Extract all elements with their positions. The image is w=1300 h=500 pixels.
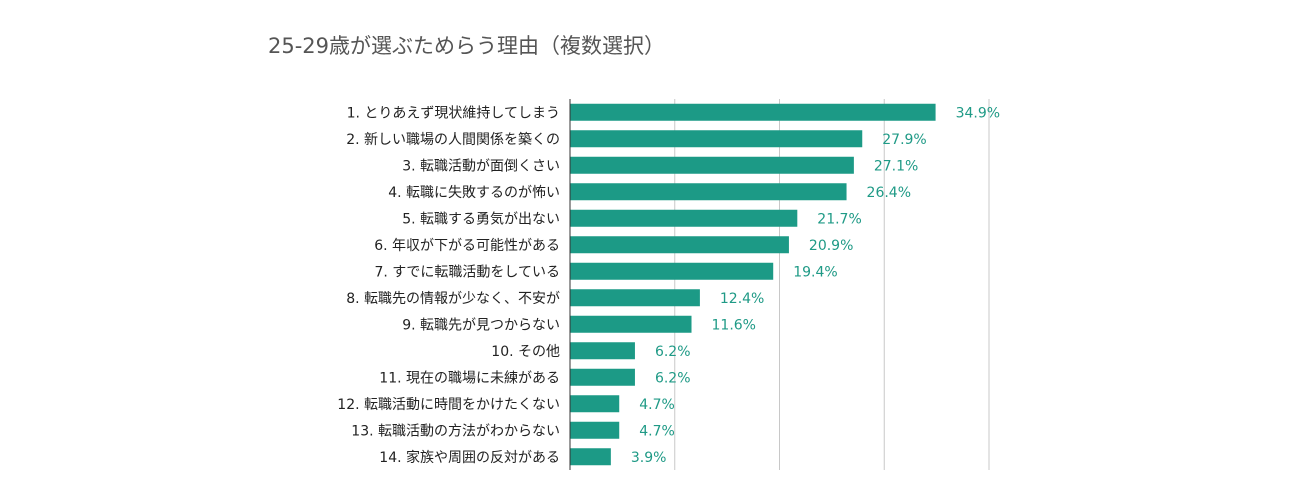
data-label: 4.7% bbox=[639, 397, 675, 413]
category-label: 6. 年収が下がる可能性がある bbox=[374, 238, 560, 254]
data-label: 11.6% bbox=[712, 317, 756, 333]
data-label: 27.9% bbox=[882, 132, 926, 148]
bar bbox=[570, 130, 863, 148]
value-labels: 34.9% 27.9% 27.1% 26.4% 21.7% 20.9% 19.4% 12.4%… bbox=[631, 105, 1000, 466]
bar bbox=[570, 156, 854, 174]
bar bbox=[570, 395, 620, 413]
category-labels: 1. とりあえず現状維持してしまう 2. 新しい職場の人間関係を築くの 3. 転職活… bbox=[337, 105, 560, 466]
bar bbox=[570, 236, 789, 254]
category-label: 8. 転職先の情報が少なく、不安が bbox=[346, 291, 560, 307]
bar bbox=[570, 289, 700, 307]
bar bbox=[570, 421, 620, 439]
data-label: 6.2% bbox=[655, 344, 691, 360]
bar bbox=[570, 315, 692, 333]
data-label: 4.7% bbox=[639, 423, 675, 439]
bars bbox=[570, 103, 936, 466]
bar bbox=[570, 103, 936, 121]
category-label: 9. 転職先が見つからない bbox=[402, 317, 560, 333]
data-label: 21.7% bbox=[817, 211, 861, 227]
category-label: 5. 転職する勇気が出ない bbox=[402, 211, 560, 227]
data-label: 34.9% bbox=[956, 105, 1000, 121]
category-label: 10. その他 bbox=[491, 344, 560, 360]
category-label: 2. 新しい職場の人間関係を築くの bbox=[346, 132, 560, 148]
data-label: 19.4% bbox=[793, 264, 837, 280]
bar bbox=[570, 209, 798, 227]
category-label: 12. 転職活動に時間をかけたくない bbox=[337, 397, 560, 413]
bar bbox=[570, 448, 611, 466]
bar bbox=[570, 368, 635, 386]
category-label: 11. 現在の職場に未練がある bbox=[379, 370, 560, 386]
bar bbox=[570, 183, 847, 201]
category-label: 7. すでに転職活動をしている bbox=[374, 264, 560, 280]
chart-title: 25-29歳が選ぶためらう理由（複数選択） bbox=[268, 34, 665, 58]
data-label: 6.2% bbox=[655, 370, 691, 386]
category-label: 1. とりあえず現状維持してしまう bbox=[347, 105, 560, 121]
category-label: 4. 転職に失敗するのが怖い bbox=[388, 184, 560, 201]
data-label: 12.4% bbox=[720, 291, 764, 307]
data-label: 26.4% bbox=[867, 185, 911, 201]
data-label: 27.1% bbox=[874, 158, 918, 174]
gridlines bbox=[674, 99, 990, 470]
category-label: 3. 転職活動が面倒くさい bbox=[402, 158, 560, 174]
bar bbox=[570, 262, 774, 280]
bar bbox=[570, 342, 635, 360]
data-label: 3.9% bbox=[631, 450, 667, 466]
category-label: 13. 転職活動の方法がわからない bbox=[351, 423, 560, 439]
category-label: 14. 家族や周囲の反対がある bbox=[379, 449, 560, 466]
data-label: 20.9% bbox=[809, 238, 853, 254]
